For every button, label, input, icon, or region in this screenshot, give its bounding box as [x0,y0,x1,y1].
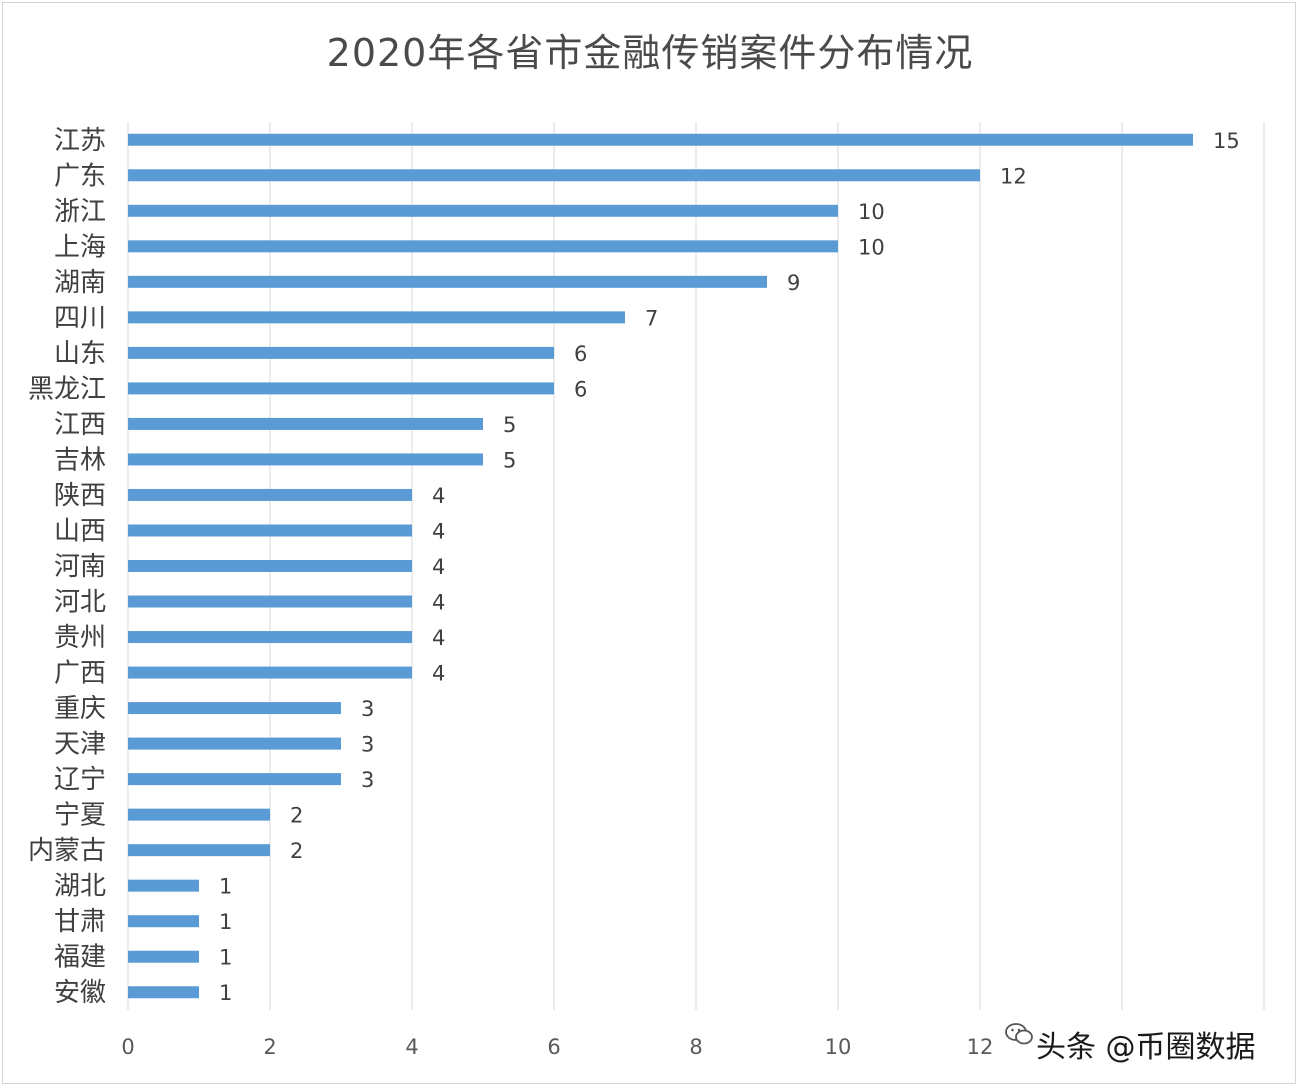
x-tick-label: 4 [405,1035,418,1059]
category-label: 浙江 [54,197,106,227]
category-label: 辽宁 [54,765,106,795]
bar [128,453,483,466]
bar [128,631,412,644]
data-label: 7 [645,306,658,330]
bar [128,488,412,501]
data-label: 4 [432,519,445,543]
wechat-logo-icon [1005,1023,1033,1045]
bar [128,417,483,430]
data-label: 12 [1000,164,1027,188]
category-label: 湖南 [54,268,106,298]
data-label: 6 [574,342,587,366]
value-labels: 15 12 10 10 9 7 6 6 5 5 4 4 4 4 4 4 3 3 3 2 2 1 1 1 1 [219,129,1240,1005]
category-label: 江苏 [54,126,106,156]
bar [128,204,838,217]
category-label: 广西 [54,659,106,689]
bar [128,808,270,821]
category-labels: 江苏广东浙江上海湖南四川山东黑龙江江西吉林陕西山西河南河北贵州广西重庆天津辽宁宁… [28,126,106,1008]
category-label: 福建 [54,943,106,973]
watermark-text: 头条 @币圈数据 [1036,1030,1256,1065]
x-tick-label: 6 [547,1035,560,1059]
data-label: 10 [858,235,885,259]
data-label: 3 [361,768,374,792]
data-label: 4 [432,626,445,650]
bar [128,240,838,253]
x-tick-label: 8 [689,1035,702,1059]
category-label: 上海 [54,232,106,262]
bar [128,524,412,537]
data-label: 4 [432,555,445,579]
bar [128,275,767,288]
category-label: 甘肃 [54,907,106,937]
x-tick-label: 0 [121,1035,134,1059]
bar [128,666,412,679]
bar [128,879,199,892]
x-tick-label: 12 [967,1035,994,1059]
bar [128,950,199,963]
category-label: 黑龙江 [28,374,106,404]
bar [128,382,554,395]
data-label: 15 [1213,129,1240,153]
grid-lines [127,122,1265,1010]
bar [128,702,341,715]
bar [128,346,554,359]
category-label: 贵州 [54,623,106,653]
x-tick-label: 2 [263,1035,276,1059]
bar [128,844,270,857]
category-label: 广东 [54,161,106,191]
category-label: 吉林 [54,445,106,475]
category-label: 江西 [54,410,106,440]
category-label: 山西 [54,516,106,546]
data-label: 1 [219,981,232,1005]
data-label: 6 [574,377,587,401]
bar [128,560,412,572]
data-label: 2 [290,839,303,863]
bar [128,133,1193,146]
data-label: 9 [787,271,800,295]
category-label: 安徽 [54,978,106,1008]
data-label: 1 [219,875,232,899]
category-label: 重庆 [54,694,106,724]
chart-title: 2020年各省市金融传销案件分布情况 [326,31,974,75]
data-label: 1 [219,910,232,934]
category-label: 山东 [54,339,106,369]
data-label: 4 [432,591,445,615]
data-label: 3 [361,697,374,721]
bar [128,773,341,786]
data-label: 10 [858,200,885,224]
bar [128,737,341,750]
category-label: 湖北 [54,872,106,902]
bar [128,986,199,999]
data-label: 4 [432,484,445,508]
data-label: 1 [219,946,232,970]
watermark: 头条 @币圈数据 [1004,1014,1294,1074]
bars [128,133,1193,999]
bar [128,915,199,928]
bar [128,169,980,182]
bar [128,595,412,608]
category-label: 天津 [54,730,106,760]
category-label: 河南 [54,552,106,582]
category-label: 内蒙古 [28,836,106,866]
data-label: 5 [503,448,516,472]
data-label: 5 [503,413,516,437]
category-label: 河北 [54,588,106,618]
data-label: 2 [290,804,303,828]
data-label: 4 [432,662,445,686]
category-label: 四川 [54,303,106,333]
data-label: 3 [361,733,374,757]
category-label: 陕西 [54,481,106,511]
bar [128,311,625,324]
category-label: 宁夏 [54,801,106,831]
x-axis-tick-labels: 0 2 4 6 8 10 12 [121,1035,993,1059]
x-tick-label: 10 [825,1035,852,1059]
